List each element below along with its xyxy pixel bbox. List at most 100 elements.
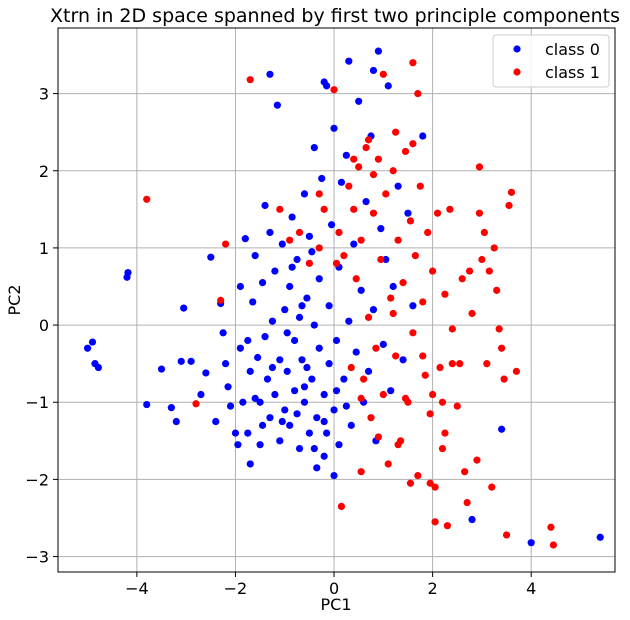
- data-point: [424, 228, 432, 237]
- data-point: [266, 414, 274, 422]
- data-point: [226, 402, 235, 410]
- data-point: [441, 429, 449, 437]
- y-tick-label: 3: [39, 85, 49, 104]
- data-point: [364, 313, 373, 321]
- data-point: [448, 325, 456, 333]
- data-point: [330, 406, 338, 414]
- data-point: [224, 383, 232, 391]
- data-point: [384, 460, 392, 468]
- data-point: [313, 464, 321, 472]
- data-point: [241, 235, 249, 243]
- data-point: [372, 344, 380, 352]
- data-point: [276, 356, 284, 364]
- data-point: [369, 306, 378, 314]
- data-point: [303, 294, 311, 302]
- data-point: [401, 394, 410, 402]
- data-point: [389, 167, 397, 175]
- data-point: [357, 394, 365, 402]
- y-axis-label: PC2: [5, 285, 24, 316]
- data-point: [197, 390, 205, 399]
- data-point: [212, 417, 220, 426]
- data-point: [320, 452, 328, 460]
- data-point: [295, 313, 304, 321]
- data-point: [369, 66, 378, 75]
- legend-label: class 1: [545, 63, 600, 82]
- data-point: [547, 523, 555, 531]
- data-point: [394, 182, 402, 190]
- data-point: [323, 429, 331, 437]
- data-point: [320, 417, 328, 426]
- data-point: [246, 76, 254, 84]
- data-point: [261, 201, 269, 210]
- data-point: [298, 302, 306, 310]
- data-point: [300, 398, 309, 406]
- data-point: [293, 255, 301, 264]
- data-point: [283, 367, 291, 375]
- data-point: [305, 429, 313, 437]
- data-point: [332, 336, 341, 345]
- data-point: [364, 367, 373, 375]
- data-point: [263, 375, 272, 383]
- data-point: [414, 471, 422, 480]
- y-tick-label: 0: [39, 316, 49, 335]
- data-point: [187, 357, 195, 365]
- data-point: [438, 398, 447, 406]
- data-point: [392, 352, 400, 360]
- data-point: [436, 363, 444, 372]
- data-point: [507, 188, 516, 196]
- data-point: [429, 390, 437, 399]
- data-point: [251, 252, 259, 260]
- data-point: [256, 441, 264, 449]
- data-point: [219, 329, 227, 337]
- data-point: [495, 325, 503, 333]
- data-point: [332, 259, 341, 267]
- data-point: [374, 155, 382, 163]
- data-point: [409, 140, 417, 148]
- data-point: [310, 321, 318, 329]
- data-point: [426, 410, 434, 418]
- x-tick-label: −2: [224, 579, 248, 598]
- data-point: [261, 333, 269, 341]
- legend: class 0 class 1: [492, 34, 610, 88]
- data-point: [387, 387, 395, 395]
- data-point: [217, 296, 225, 304]
- data-point: [409, 329, 417, 337]
- data-point: [347, 421, 355, 429]
- data-point: [362, 198, 370, 206]
- data-point: [330, 86, 338, 94]
- data-point: [350, 155, 358, 163]
- data-point: [364, 136, 373, 144]
- data-point: [236, 344, 244, 352]
- data-point: [172, 417, 180, 426]
- data-point: [273, 101, 281, 109]
- data-point: [453, 402, 461, 410]
- data-point: [177, 357, 185, 365]
- data-point: [401, 147, 410, 156]
- data-point: [377, 225, 385, 233]
- data-point: [409, 302, 417, 310]
- data-point: [456, 360, 464, 368]
- data-point: [367, 414, 375, 422]
- data-point: [389, 282, 397, 291]
- data-point: [258, 279, 267, 287]
- plot-frame: [57, 27, 616, 573]
- data-point: [596, 533, 604, 541]
- y-tick-label: −2: [25, 470, 49, 489]
- data-point: [505, 201, 513, 210]
- data-point: [377, 255, 385, 264]
- data-point: [332, 387, 341, 395]
- data-point: [419, 298, 427, 306]
- data-point: [283, 329, 291, 337]
- data-point: [438, 444, 447, 453]
- data-point: [493, 286, 501, 294]
- data-point: [246, 367, 254, 375]
- data-point: [483, 360, 491, 368]
- data-point: [310, 444, 318, 453]
- data-point: [293, 410, 301, 418]
- data-point: [345, 182, 353, 190]
- data-point: [281, 306, 289, 314]
- data-point: [276, 437, 284, 445]
- data-point: [431, 518, 439, 526]
- data-point: [404, 209, 412, 217]
- data-point: [300, 383, 309, 391]
